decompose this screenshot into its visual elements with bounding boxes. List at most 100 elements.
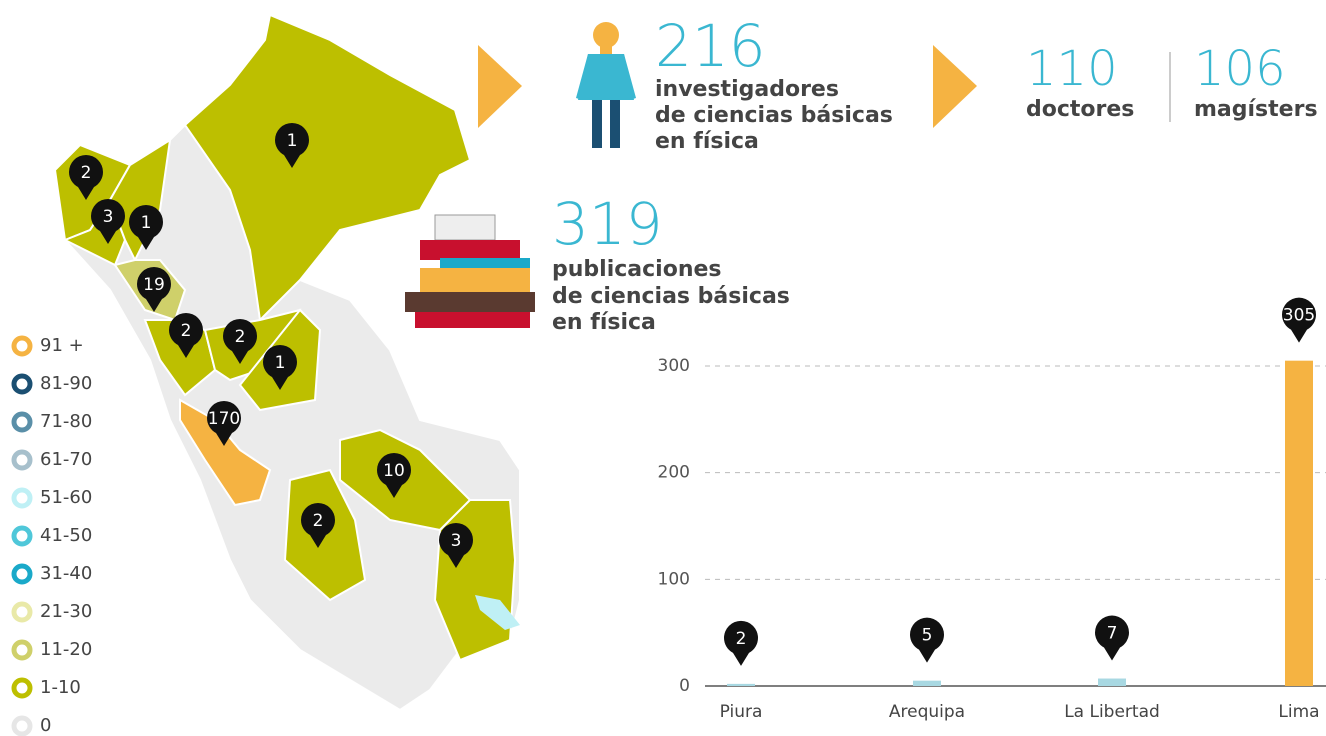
stat-label: publicaciones <box>552 257 722 282</box>
pin: 2 <box>169 313 203 358</box>
lake <box>475 595 520 630</box>
pin-shape <box>1095 615 1129 661</box>
pin: 1 <box>275 123 309 168</box>
pin-label: 305 <box>1283 306 1315 326</box>
pin-label: 3 <box>103 207 114 227</box>
stat-label: de ciencias básicas <box>552 284 790 309</box>
legend-swatch <box>11 563 33 585</box>
pin-shape <box>223 319 257 364</box>
legend-label: 91 + <box>40 335 84 356</box>
pin-label: 3 <box>451 531 462 551</box>
legend-label: 71-80 <box>40 411 92 432</box>
legend-swatch <box>11 335 33 357</box>
pin-label: 1 <box>275 353 286 373</box>
legend-label: 31-40 <box>40 563 92 584</box>
bar <box>727 683 755 686</box>
legend-label: 0 <box>40 715 51 736</box>
legend-swatch <box>11 411 33 433</box>
x-tick-label: Arequipa <box>889 702 965 722</box>
legend-swatch <box>11 525 33 547</box>
stat-label: magísters <box>1194 97 1318 122</box>
region <box>108 138 172 263</box>
x-tick-label: Piura <box>720 702 763 722</box>
x-tick-label: Lima <box>1278 702 1319 722</box>
bar <box>1285 360 1313 686</box>
y-tick-label: 300 <box>658 356 690 376</box>
pin-shape <box>910 617 944 663</box>
legend-label: 11-20 <box>40 639 92 660</box>
pin: 3 <box>91 199 125 244</box>
legend-label: 41-50 <box>40 525 92 546</box>
pin-label: 2 <box>235 327 246 347</box>
legend-swatch <box>11 677 33 699</box>
x-tick-label: La Libertad <box>1064 702 1160 722</box>
pin-label: 1 <box>141 213 152 233</box>
researcher-icon <box>576 22 636 148</box>
pin-shape <box>137 267 171 312</box>
legend-swatch <box>11 373 33 395</box>
pin-label: 2 <box>313 511 324 531</box>
stat-label: de ciencias básicas <box>655 103 893 128</box>
legend-label: 61-70 <box>40 449 92 470</box>
legend-label: 21-30 <box>40 601 92 622</box>
bar <box>913 680 941 686</box>
pin: 1 <box>263 345 297 390</box>
stat-label: en física <box>552 310 656 335</box>
pin-shape <box>275 123 309 168</box>
pin-label: 2 <box>81 163 92 183</box>
stat-number: 110 <box>1026 41 1118 97</box>
stat-number: 216 <box>655 12 766 80</box>
pin-label: 10 <box>383 461 405 481</box>
pin: 7 <box>1095 615 1129 661</box>
pin-shape <box>263 345 297 390</box>
stat-label: en física <box>655 129 759 154</box>
legend-swatch <box>11 601 33 623</box>
pin: 3 <box>439 523 473 568</box>
pin-label: 7 <box>1107 624 1118 644</box>
pin-label: 19 <box>143 275 165 295</box>
pin-shape <box>129 204 163 250</box>
pin-shape <box>439 523 473 568</box>
pin: 2 <box>223 319 257 364</box>
arrow <box>933 45 977 128</box>
stat-label: doctores <box>1026 97 1134 122</box>
pin-label: 5 <box>922 626 933 646</box>
pin-shape <box>1282 297 1316 343</box>
pin: 2 <box>724 620 758 666</box>
y-tick-label: 0 <box>679 676 690 696</box>
stat-label: investigadores <box>655 77 839 102</box>
y-tick-label: 200 <box>658 463 690 483</box>
pin-label: 2 <box>181 321 192 341</box>
bar <box>1098 678 1126 686</box>
pin-shape <box>91 199 125 244</box>
pin-label: 2 <box>736 629 747 649</box>
legend-swatch <box>11 487 33 509</box>
pin-label: 1 <box>287 131 298 151</box>
stat-number: 319 <box>552 190 663 258</box>
pin-shape <box>724 620 758 666</box>
region <box>183 13 472 323</box>
legend-label: 51-60 <box>40 487 92 508</box>
pin-shape <box>69 155 103 200</box>
pin: 170 <box>207 401 241 446</box>
arrow <box>478 45 522 128</box>
stat-number: 106 <box>1194 41 1286 97</box>
pin: 10 <box>377 453 411 498</box>
pin: 19 <box>137 267 171 312</box>
pin-shape <box>207 401 241 446</box>
pin: 305 <box>1282 297 1316 343</box>
pin: 2 <box>301 503 335 548</box>
pin-label: 170 <box>208 409 240 429</box>
legend-label: 81-90 <box>40 373 92 394</box>
y-tick-label: 100 <box>658 569 690 589</box>
legend-swatch <box>11 449 33 471</box>
legend-swatch <box>11 715 33 736</box>
pin-shape <box>301 503 335 548</box>
pin: 1 <box>129 204 163 250</box>
pin-shape <box>169 313 203 358</box>
legend-swatch <box>11 639 33 661</box>
books-icon <box>405 214 535 328</box>
legend-label: 1-10 <box>40 677 81 698</box>
pin: 2 <box>69 155 103 200</box>
